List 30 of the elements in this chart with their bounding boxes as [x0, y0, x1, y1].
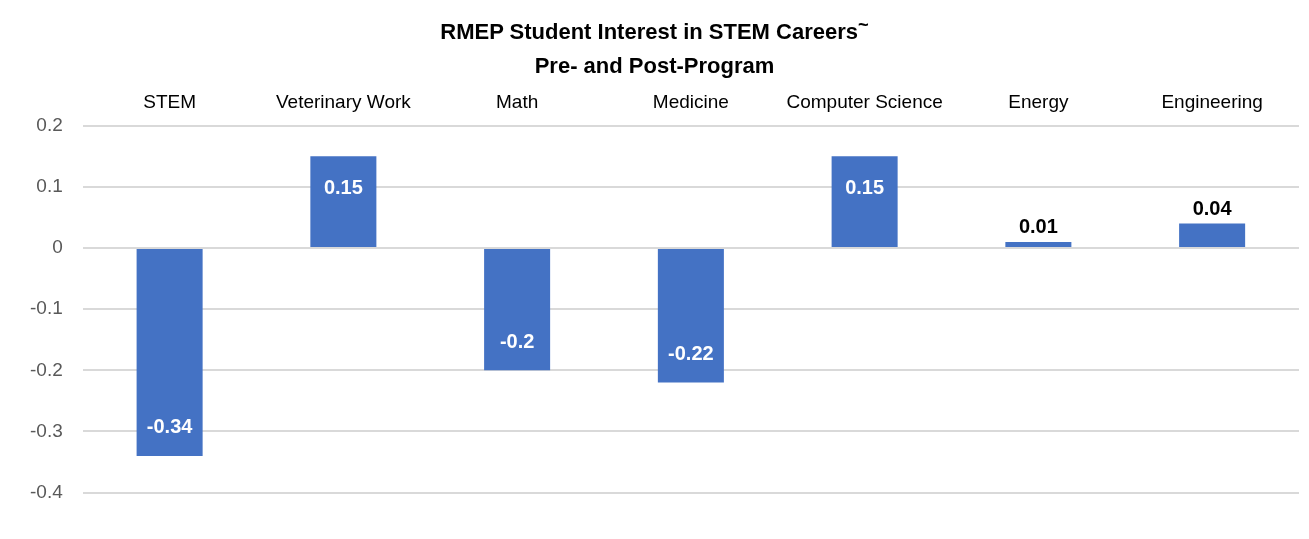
y-tick-label: -0.1 [29, 297, 63, 319]
y-tick-label: 0 [52, 236, 63, 258]
chart-title: RMEP Student Interest in STEM Careers$^{~}$ [439, 14, 870, 46]
bar [310, 156, 377, 248]
x-tick-label: Medicine [652, 90, 729, 112]
bar [1179, 223, 1246, 248]
x-tick-label: STEM [143, 90, 197, 112]
y-tick-label: -0.4 [29, 481, 64, 503]
x-tick-label: Veterinary Work [275, 90, 412, 112]
chart-subtitle: Pre- and Post-Program [533, 53, 776, 80]
y-tick-label: -0.2 [29, 358, 63, 380]
y-tick-label: -0.3 [29, 420, 63, 442]
bar [657, 249, 724, 383]
y-tick-label: 0.1 [36, 175, 63, 197]
x-tick-label: Engineering [1161, 90, 1263, 112]
x-tick-label: Computer Science [786, 90, 943, 112]
data-label: 0.01 [1018, 215, 1058, 238]
bar [484, 249, 551, 371]
data-label: 0.15 [323, 176, 363, 199]
y-tick-label: 0.2 [36, 114, 63, 136]
data-label: -0.2 [499, 330, 535, 353]
data-label: 0.15 [845, 176, 885, 199]
data-label: -0.22 [668, 342, 714, 365]
x-tick-label: Math [495, 90, 539, 112]
data-label: -0.34 [146, 415, 194, 438]
x-tick-label: Energy [1008, 90, 1069, 112]
bar [136, 249, 203, 457]
bar [1005, 242, 1072, 248]
bar [831, 156, 898, 248]
data-label: 0.04 [1192, 197, 1233, 220]
